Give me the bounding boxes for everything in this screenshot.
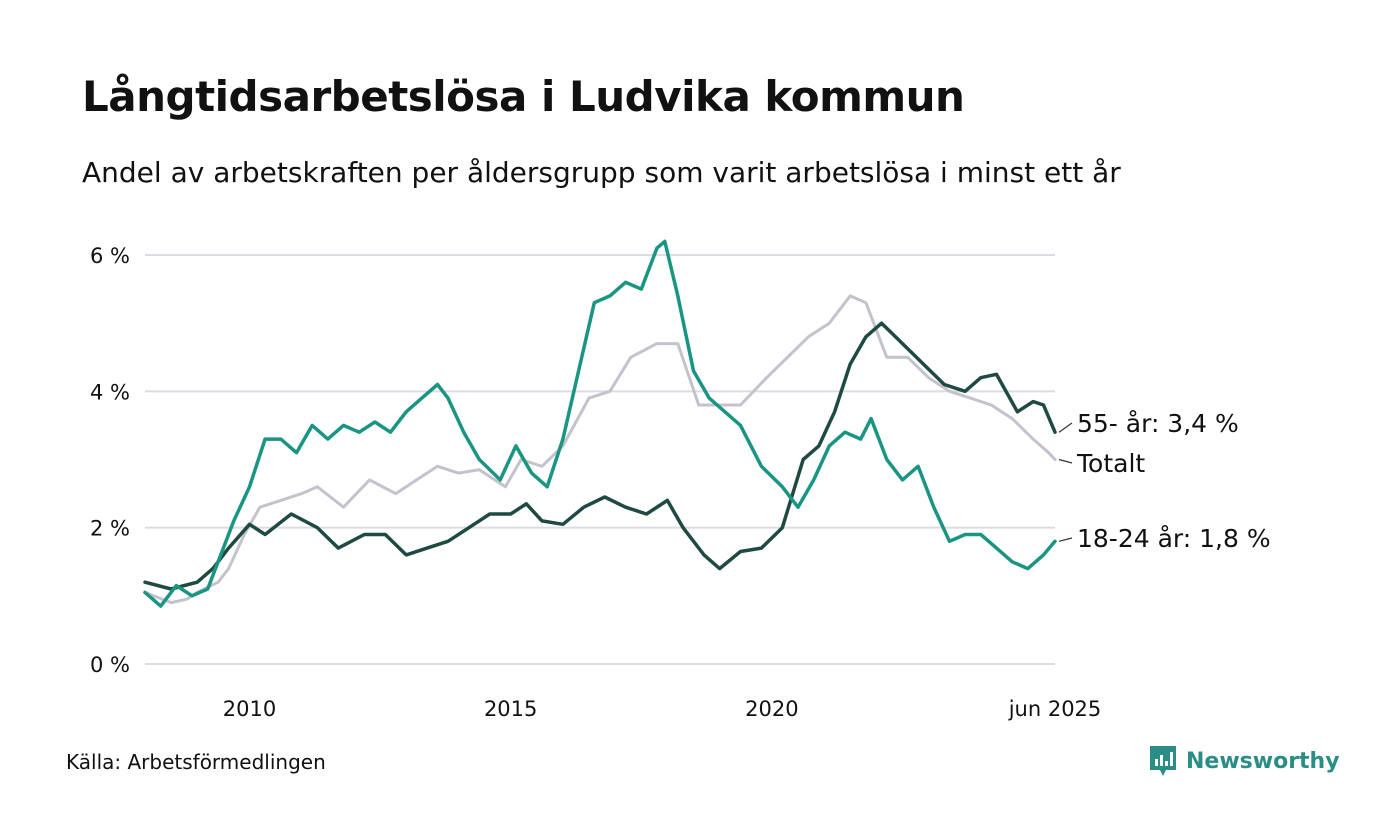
label-connector: [1058, 458, 1073, 464]
chart-title: Långtidsarbetslösa i Ludvika kommun: [82, 72, 965, 121]
series-line-age_55_plus: [143, 321, 1057, 591]
brand-name: Newsworthy: [1186, 748, 1340, 774]
series-end-label-total: Totalt: [1076, 449, 1145, 478]
y-tick-label: 0 %: [90, 653, 130, 677]
series-layer: [143, 239, 1057, 608]
y-tick-label: 2 %: [90, 517, 130, 541]
x-axis-ticks: 2010 2015 2020 jun 2025: [223, 697, 1102, 721]
newsworthy-logo-icon: [1150, 746, 1176, 776]
y-tick-label: 6 %: [90, 244, 130, 268]
end-labels: Totalt 55- år: 3,4 % 18-24 år: 1,8 %: [1058, 409, 1271, 553]
brand-logo[interactable]: Newsworthy: [1148, 744, 1340, 778]
y-tick-label: 4 %: [90, 380, 130, 404]
x-tick-label: 2020: [745, 697, 798, 721]
label-connector: [1058, 537, 1073, 542]
label-connector: [1058, 422, 1073, 433]
series-end-label-age_55_plus: 55- år: 3,4 %: [1077, 409, 1239, 438]
x-tick-label: 2010: [223, 697, 276, 721]
grid-layer: [145, 254, 1055, 665]
series-end-label-age_18_24: 18-24 år: 1,8 %: [1077, 524, 1271, 553]
series-line-total: [143, 294, 1057, 605]
x-tick-label: 2015: [484, 697, 537, 721]
series-line-age_18_24: [143, 239, 1057, 608]
x-tick-label: jun 2025: [1008, 697, 1102, 721]
source-note: Källa: Arbetsförmedlingen: [66, 750, 326, 774]
y-axis-ticks: 0 % 2 % 4 % 6 %: [90, 244, 130, 677]
chart-subtitle: Andel av arbetskraften per åldersgrupp s…: [82, 156, 1121, 189]
